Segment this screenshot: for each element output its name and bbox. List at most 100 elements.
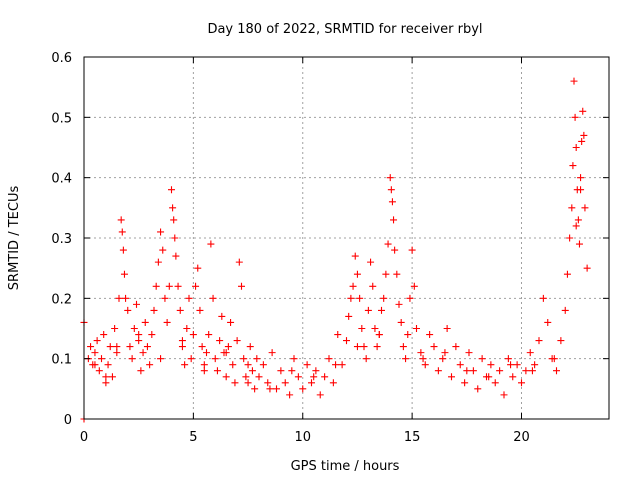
data-point [469, 367, 477, 375]
data-point [119, 246, 127, 254]
x-tick-label: 20 [513, 430, 530, 445]
data-point [137, 367, 145, 375]
data-point [205, 331, 213, 339]
data-point [102, 373, 110, 381]
data-point [251, 385, 259, 393]
data-point [570, 77, 578, 85]
data-point [227, 318, 235, 326]
data-point [580, 131, 588, 139]
data-point [528, 367, 536, 375]
y-tick-label: 0 [64, 413, 72, 428]
data-point [246, 343, 254, 351]
data-point [216, 337, 224, 345]
data-point [329, 379, 337, 387]
data-point [375, 331, 383, 339]
data-point [288, 367, 296, 375]
data-point [452, 343, 460, 351]
chart-title: Day 180 of 2022, SRMTID for receiver rby… [207, 22, 482, 37]
data-point [406, 294, 414, 302]
data-point [171, 234, 179, 242]
data-point [161, 294, 169, 302]
data-point [209, 294, 217, 302]
data-point [577, 174, 585, 182]
data-point [404, 331, 412, 339]
data-point [557, 337, 565, 345]
data-point [290, 355, 298, 363]
data-point [356, 294, 364, 302]
data-point [487, 361, 495, 369]
y-axis-label: SRMTID / TECUs [7, 186, 22, 291]
data-point [178, 343, 186, 351]
data-point [579, 107, 587, 115]
data-point [526, 349, 534, 357]
data-point [312, 367, 320, 375]
data-point [242, 373, 250, 381]
data-point [390, 216, 398, 224]
data-point [266, 385, 274, 393]
data-point [397, 318, 405, 326]
data-point [378, 306, 385, 314]
data-point [386, 174, 394, 182]
y-tick-label: 0.1 [51, 353, 72, 368]
data-point [485, 373, 493, 381]
data-point [395, 300, 403, 308]
data-point [196, 306, 204, 314]
data-point [513, 361, 521, 369]
data-point [535, 337, 543, 345]
data-point [198, 343, 206, 351]
data-point [244, 361, 252, 369]
data-point [338, 361, 346, 369]
data-point [456, 361, 464, 369]
y-tick-label: 0.2 [51, 292, 72, 307]
data-point [413, 325, 420, 332]
data-point [163, 318, 171, 326]
data-point [441, 349, 449, 357]
data-point [448, 373, 455, 381]
data-point [572, 144, 580, 151]
data-point [384, 240, 392, 248]
data-point [504, 355, 512, 363]
data-point [434, 367, 442, 375]
data-point [200, 361, 208, 369]
data-points [80, 77, 591, 423]
data-point [113, 349, 121, 357]
data-point [273, 385, 280, 393]
data-point [187, 355, 195, 363]
data-point [568, 204, 576, 212]
data-point [343, 337, 350, 345]
data-point [419, 355, 427, 363]
data-point [91, 349, 99, 357]
data-point [581, 204, 589, 212]
data-point [141, 318, 149, 326]
data-point [539, 294, 547, 302]
data-point [430, 343, 438, 351]
data-point [240, 355, 248, 363]
data-point [159, 246, 167, 254]
data-point [294, 373, 302, 381]
data-point [491, 379, 499, 387]
data-point [496, 367, 504, 375]
data-point [154, 258, 162, 266]
data-point [102, 379, 110, 387]
data-point [500, 391, 508, 399]
data-point [255, 373, 263, 381]
data-point [531, 361, 539, 369]
x-tick-label: 0 [80, 430, 88, 445]
data-point [393, 270, 401, 278]
data-point [373, 343, 381, 351]
data-point [117, 216, 125, 224]
data-point [443, 325, 451, 332]
data-point [98, 355, 105, 363]
data-point [362, 355, 370, 363]
data-point [522, 367, 530, 375]
data-point [213, 367, 221, 375]
x-tick-label: 15 [404, 430, 421, 445]
data-point [91, 361, 99, 369]
data-point [174, 282, 182, 290]
data-point [211, 355, 219, 363]
data-point [421, 361, 429, 369]
data-point [128, 355, 136, 363]
data-point [544, 318, 552, 326]
data-point [229, 361, 237, 369]
data-point [571, 113, 579, 121]
